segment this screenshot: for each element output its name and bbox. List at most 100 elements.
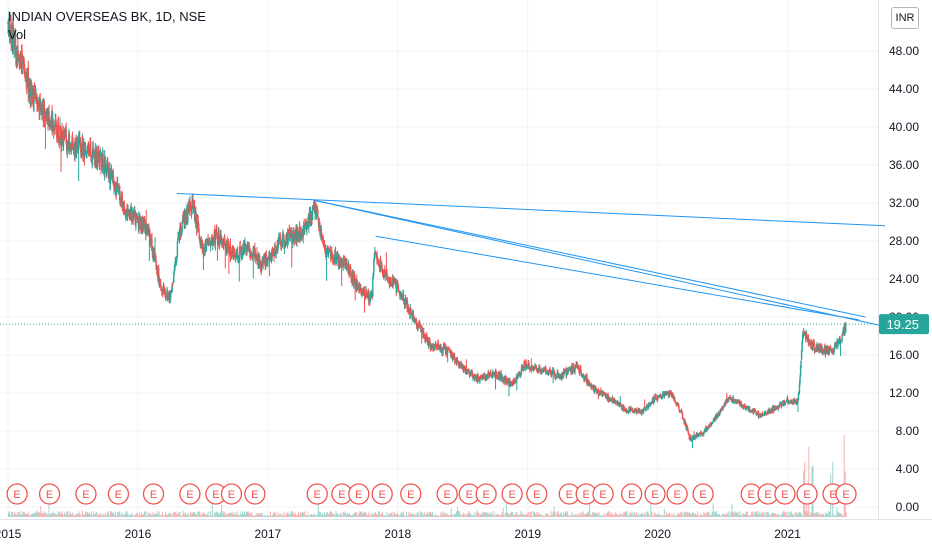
volume-bar [274, 511, 276, 517]
candle-body [381, 268, 383, 270]
volume-bar [530, 511, 532, 517]
volume-bar [666, 514, 668, 517]
candle-body [572, 370, 574, 372]
candle-body [740, 401, 742, 404]
volume-bar [240, 514, 242, 517]
earnings-marker[interactable]: E [592, 483, 614, 505]
volume-bar [631, 511, 633, 517]
volume-bar [557, 511, 559, 517]
volume-bar [735, 512, 737, 517]
candle-body [161, 291, 164, 294]
earnings-marker[interactable]: E [220, 483, 243, 505]
candle-body [360, 288, 362, 293]
earnings-marker[interactable]: E [796, 483, 818, 505]
volume-bar [751, 511, 753, 517]
volume-bar [288, 514, 290, 517]
candle-body [719, 410, 721, 415]
earnings-marker[interactable]: E [644, 483, 666, 505]
candle-body [757, 411, 760, 418]
candle-body [612, 401, 615, 403]
volume-bar [495, 514, 497, 517]
symbol-title[interactable]: INDIAN OVERSEAS BK, 1D, NSE [8, 9, 206, 24]
volume-bar [195, 513, 197, 517]
last-price-value: 19.25 [886, 317, 919, 332]
volume-bar [596, 513, 598, 517]
candle-body [544, 368, 546, 370]
candle-body [245, 251, 248, 254]
candle-body [754, 410, 757, 412]
earnings-marker[interactable]: E [400, 483, 422, 505]
candle-body [467, 369, 469, 373]
candle-body [222, 242, 225, 247]
candle-body [369, 298, 371, 302]
earnings-marker[interactable]: E [6, 483, 28, 505]
volume-label[interactable]: Vol [8, 27, 27, 42]
candle-body [201, 241, 204, 251]
volume-bar [74, 515, 76, 517]
candle-body [353, 274, 355, 286]
candle-body [134, 211, 137, 226]
earnings-marker[interactable]: E [38, 483, 61, 505]
volume-bar [359, 511, 361, 517]
volume-bar [168, 513, 170, 517]
candle-body [424, 335, 426, 340]
currency-button[interactable]: INR [891, 7, 919, 29]
earnings-marker[interactable]: E [348, 483, 370, 505]
candle-body [743, 403, 746, 406]
earnings-marker[interactable]: E [666, 483, 688, 505]
earnings-marker[interactable]: E [620, 483, 643, 505]
volume-bar [53, 513, 55, 517]
volume-bar [662, 515, 664, 517]
volume-bar [481, 514, 483, 517]
earnings-marker[interactable]: E [244, 483, 266, 505]
earnings-marker[interactable]: E [526, 483, 548, 505]
earnings-marker[interactable]: E [835, 483, 857, 505]
volume-bar [565, 511, 567, 517]
candle-body [699, 432, 701, 435]
candle-body [24, 72, 26, 78]
volume-bar [46, 513, 48, 517]
volume-bar [510, 513, 512, 517]
volume-bar [42, 513, 44, 517]
volume-bar [676, 515, 678, 517]
volume-bar [278, 515, 280, 517]
candle-body [687, 427, 689, 432]
volume-bar [118, 512, 120, 517]
earnings-marker-circle [835, 483, 857, 505]
earnings-marker[interactable]: E [692, 483, 714, 505]
earnings-marker-circle [179, 483, 201, 505]
volume-bar [58, 511, 60, 517]
volume-bar [642, 513, 644, 517]
earnings-marker[interactable]: E [306, 483, 328, 505]
candle-body [239, 246, 241, 258]
volume-bar [185, 514, 187, 517]
candle-body [48, 111, 50, 123]
candle-body [212, 241, 214, 245]
earnings-marker-circle [400, 483, 422, 505]
candle-body [311, 206, 314, 220]
candle-body [535, 364, 537, 369]
candle-body [236, 250, 238, 252]
earnings-marker[interactable]: E [142, 483, 165, 505]
volume-bar [97, 514, 99, 517]
candle-body [578, 370, 581, 374]
earnings-marker[interactable]: E [107, 483, 130, 505]
earnings-marker[interactable]: E [179, 483, 201, 505]
earnings-marker[interactable]: E [475, 483, 497, 505]
candle-body [366, 294, 369, 298]
candle-body [596, 390, 599, 393]
candle-body [217, 239, 219, 241]
earnings-marker[interactable]: E [75, 483, 97, 505]
candle-body [766, 413, 768, 415]
earnings-marker[interactable]: E [371, 483, 393, 505]
candle-body [15, 48, 17, 58]
earnings-marker[interactable]: E [774, 483, 796, 505]
earnings-marker[interactable]: E [436, 483, 458, 505]
volume-bar [114, 514, 116, 517]
volume-bar [731, 503, 733, 517]
volume-bar [743, 514, 745, 517]
candle-body [678, 406, 680, 410]
volume-bar [205, 514, 207, 517]
earnings-marker[interactable]: E [501, 483, 523, 505]
